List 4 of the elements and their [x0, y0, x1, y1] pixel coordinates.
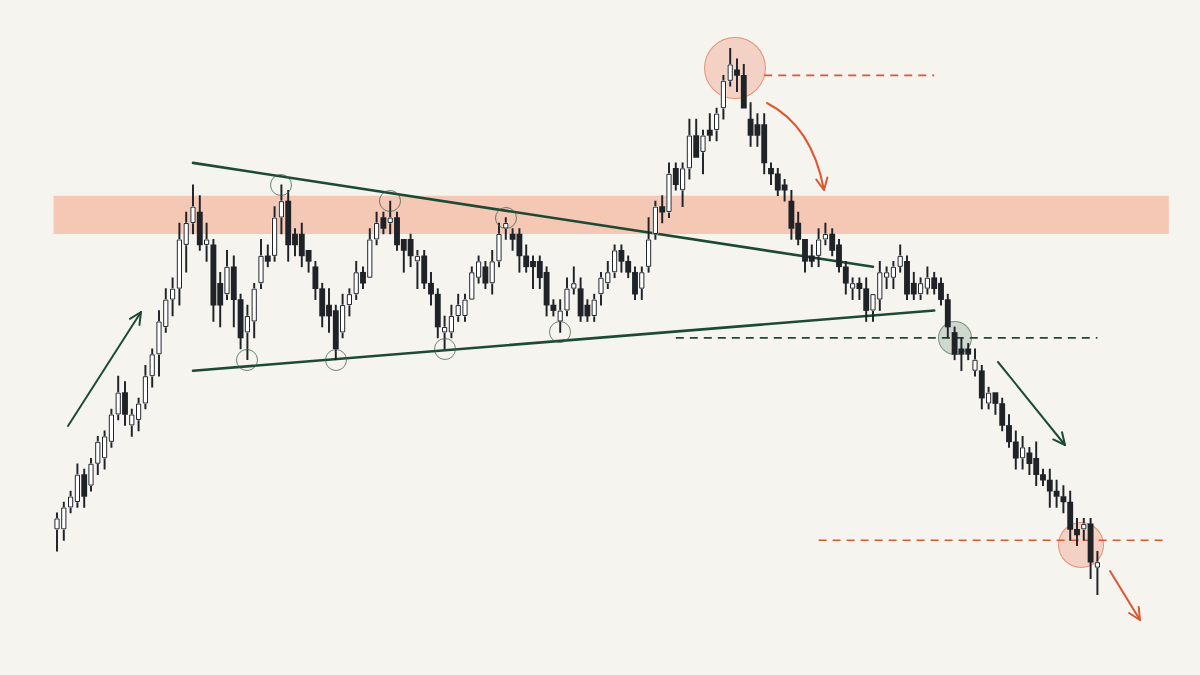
candlestick [645, 217, 652, 273]
candlestick [346, 288, 353, 317]
candlestick [1046, 468, 1053, 508]
candlestick [434, 288, 441, 339]
